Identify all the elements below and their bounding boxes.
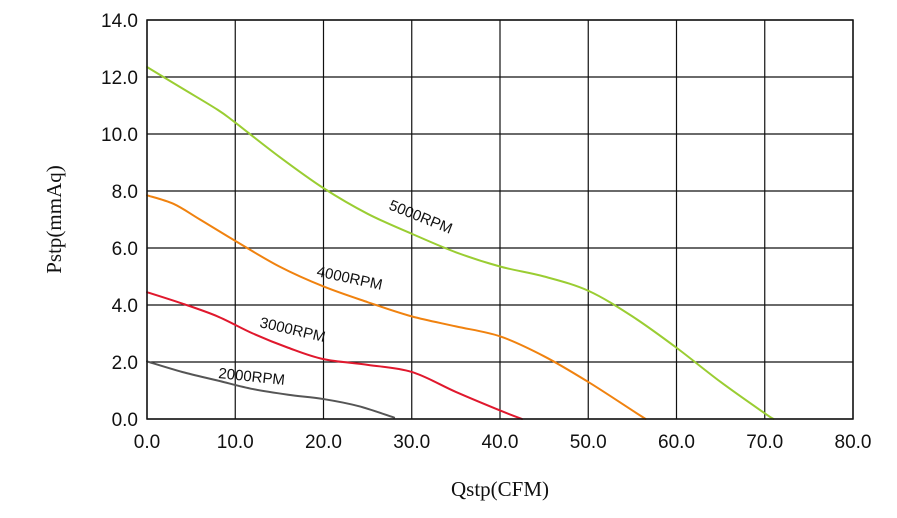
tick-labels: 0.0 10.0 20.0 30.0 40.0 50.0 60.0 70.0 80.0 0.0 2.… bbox=[101, 11, 871, 453]
y-tick-label: 8.0 bbox=[112, 182, 138, 203]
y-tick-label: 14.0 bbox=[101, 11, 138, 32]
x-tick-label: 70.0 bbox=[746, 432, 783, 453]
y-tick-label: 6.0 bbox=[112, 239, 138, 260]
series-line-2000rpm bbox=[146, 360, 396, 419]
plot-frame bbox=[146, 19, 854, 420]
series-line-5000rpm bbox=[146, 66, 775, 420]
x-axis-title: Qstp(CFM) bbox=[451, 477, 549, 501]
curve-label-5000rpm: 5000RPM bbox=[387, 197, 455, 238]
x-tick-label: 20.0 bbox=[305, 432, 342, 453]
x-tick-label: 60.0 bbox=[658, 432, 695, 453]
grid-lines bbox=[146, 19, 854, 420]
y-tick-label: 2.0 bbox=[112, 353, 138, 374]
x-tick-label: 30.0 bbox=[393, 432, 430, 453]
curve-label-2000rpm: 2000RPM bbox=[218, 365, 286, 389]
y-axis-title: Pstp(mmAq) bbox=[42, 165, 66, 274]
y-tick-label: 0.0 bbox=[112, 410, 138, 431]
x-tick-label: 10.0 bbox=[217, 432, 254, 453]
series-line-4000rpm bbox=[146, 194, 647, 420]
y-tick-label: 12.0 bbox=[101, 68, 138, 89]
y-tick-label: 4.0 bbox=[112, 296, 138, 317]
series-line-3000rpm bbox=[146, 291, 524, 420]
x-tick-label: 40.0 bbox=[482, 432, 519, 453]
curve-label-4000rpm: 4000RPM bbox=[315, 263, 384, 293]
x-tick-label: 0.0 bbox=[134, 432, 160, 453]
y-tick-label: 10.0 bbox=[101, 125, 138, 146]
series-layer bbox=[146, 66, 775, 420]
x-tick-label: 50.0 bbox=[570, 432, 607, 453]
x-tick-label: 80.0 bbox=[835, 432, 872, 453]
